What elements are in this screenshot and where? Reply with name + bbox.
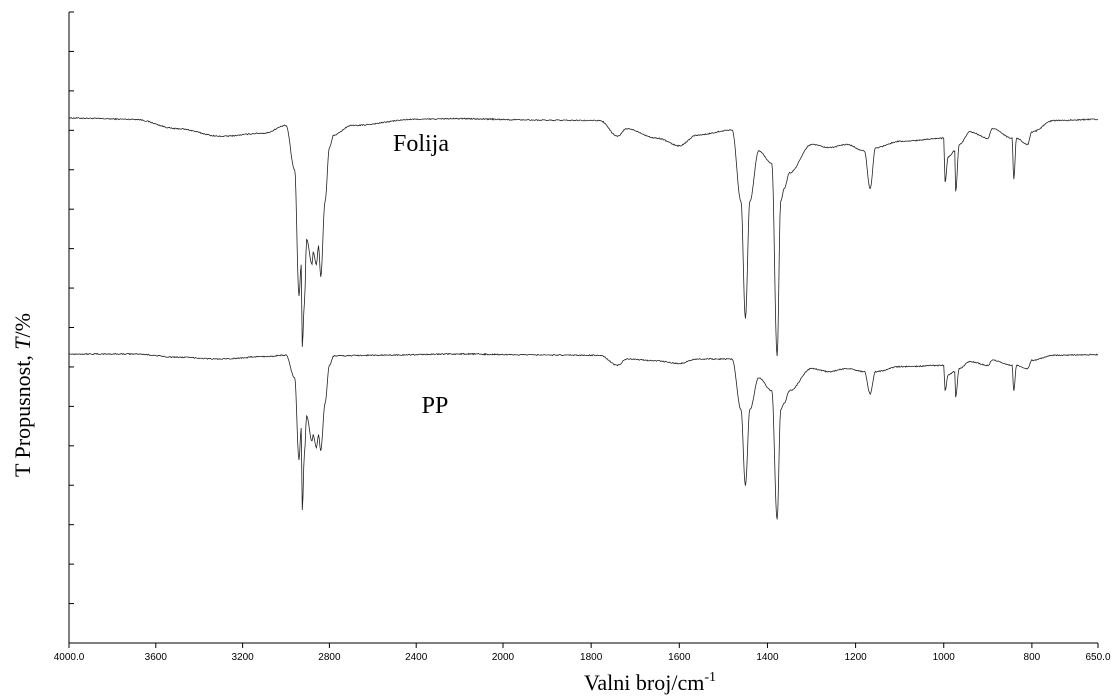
x-tick-label: 2000 <box>492 652 515 663</box>
y-axis-label-suffix: /% <box>10 313 35 337</box>
series-line-pp <box>68 352 1099 520</box>
x-tick-label: 1800 <box>580 652 603 663</box>
x-axis-label-text: Valni broj/cm <box>584 670 704 695</box>
x-tick-label: 1600 <box>668 652 691 663</box>
x-tick-label: 1200 <box>844 652 867 663</box>
x-tick-label: 800 <box>1024 652 1041 663</box>
series-line-folija <box>68 116 1099 357</box>
x-axis-label: Valni broj/cm-1 <box>584 670 716 695</box>
x-tick-label: 2800 <box>318 652 341 663</box>
x-tick-label: 4000.0 <box>54 652 85 663</box>
annotation-folija: Folija <box>393 131 449 157</box>
x-tick-label: 3200 <box>231 652 254 663</box>
y-axis-label-prefix: T Propusnost, <box>10 350 35 477</box>
x-axis-label-superscript: -1 <box>704 670 716 685</box>
x-tick-label: 2400 <box>405 652 428 663</box>
x-tick-label: 3600 <box>145 652 168 663</box>
x-tick-label: 1400 <box>756 652 779 663</box>
x-tick-label: 1000 <box>933 652 956 663</box>
y-axis-label: T Propusnost, T/% <box>10 313 35 477</box>
y-axis-label-italic: T <box>10 336 35 350</box>
annotation-pp: PP <box>422 393 449 419</box>
x-tick-label: 650.0 <box>1085 652 1110 663</box>
